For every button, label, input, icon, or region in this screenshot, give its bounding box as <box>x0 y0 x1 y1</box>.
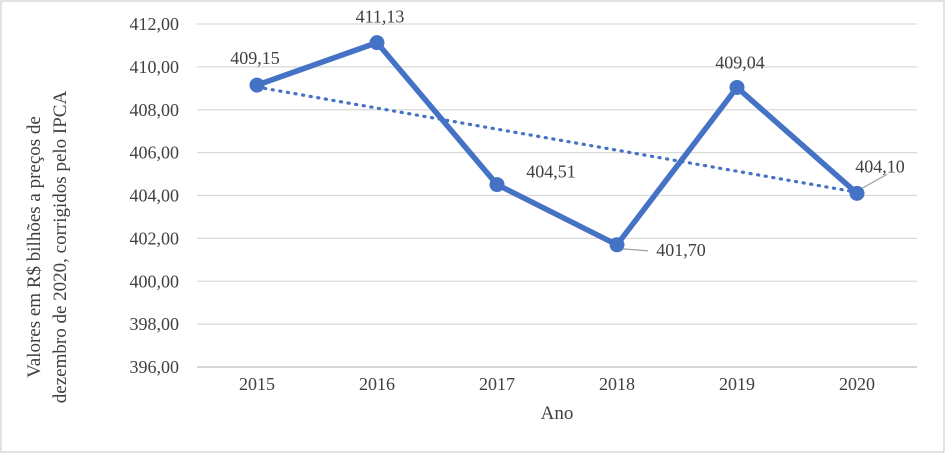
y-tick-label: 400,00 <box>130 271 180 291</box>
data-label: 404,51 <box>526 162 576 182</box>
x-tick-label: 2019 <box>719 374 755 394</box>
data-point-marker <box>849 185 865 201</box>
y-tick-label: 396,00 <box>130 357 180 377</box>
data-point-marker <box>609 237 625 253</box>
series-markers <box>249 35 865 253</box>
data-label: 404,10 <box>855 156 905 176</box>
x-tick-label: 2020 <box>839 374 875 394</box>
trendline <box>255 85 859 194</box>
data-point-marker <box>729 79 745 95</box>
data-label-leader-line <box>621 248 649 252</box>
data-labels-group: 409,15 411,13 404,51 401,70 409,04 404,10 <box>230 7 905 260</box>
x-tick-label: 2015 <box>239 374 275 394</box>
x-tick-label: 2018 <box>599 374 635 394</box>
x-tick-label: 2017 <box>479 374 515 394</box>
y-tick-label: 412,00 <box>130 14 180 34</box>
y-tick-label: 404,00 <box>130 186 180 206</box>
x-axis-tick-labels: 2015 2016 2017 2018 2019 2020 <box>239 374 875 394</box>
data-point-marker <box>489 177 505 193</box>
y-tick-label: 410,00 <box>130 57 180 77</box>
data-label: 401,70 <box>656 240 706 260</box>
data-point-marker <box>369 35 385 51</box>
data-label-leader-line <box>861 173 888 189</box>
x-tick-label: 2016 <box>359 374 395 394</box>
gridlines-group <box>197 23 917 368</box>
data-label: 411,13 <box>356 7 405 27</box>
series-line <box>254 39 860 248</box>
y-axis-title-line2: dezembro de 2020, corrigidos pelo IPCA <box>50 91 71 404</box>
data-label: 409,15 <box>230 48 280 68</box>
y-axis-tick-labels: 412,00 410,00 408,00 406,00 404,00 402,00 400,… <box>130 14 180 377</box>
y-axis-title-line1: Valores em R$ bilhões a preços de <box>24 116 45 378</box>
y-tick-label: 398,00 <box>130 314 180 334</box>
y-tick-label: 402,00 <box>130 228 180 248</box>
data-label: 409,04 <box>715 52 765 72</box>
x-axis-title: Ano <box>541 403 574 424</box>
y-tick-label: 406,00 <box>130 143 180 163</box>
y-tick-label: 408,00 <box>130 100 180 120</box>
data-point-marker <box>249 77 265 93</box>
